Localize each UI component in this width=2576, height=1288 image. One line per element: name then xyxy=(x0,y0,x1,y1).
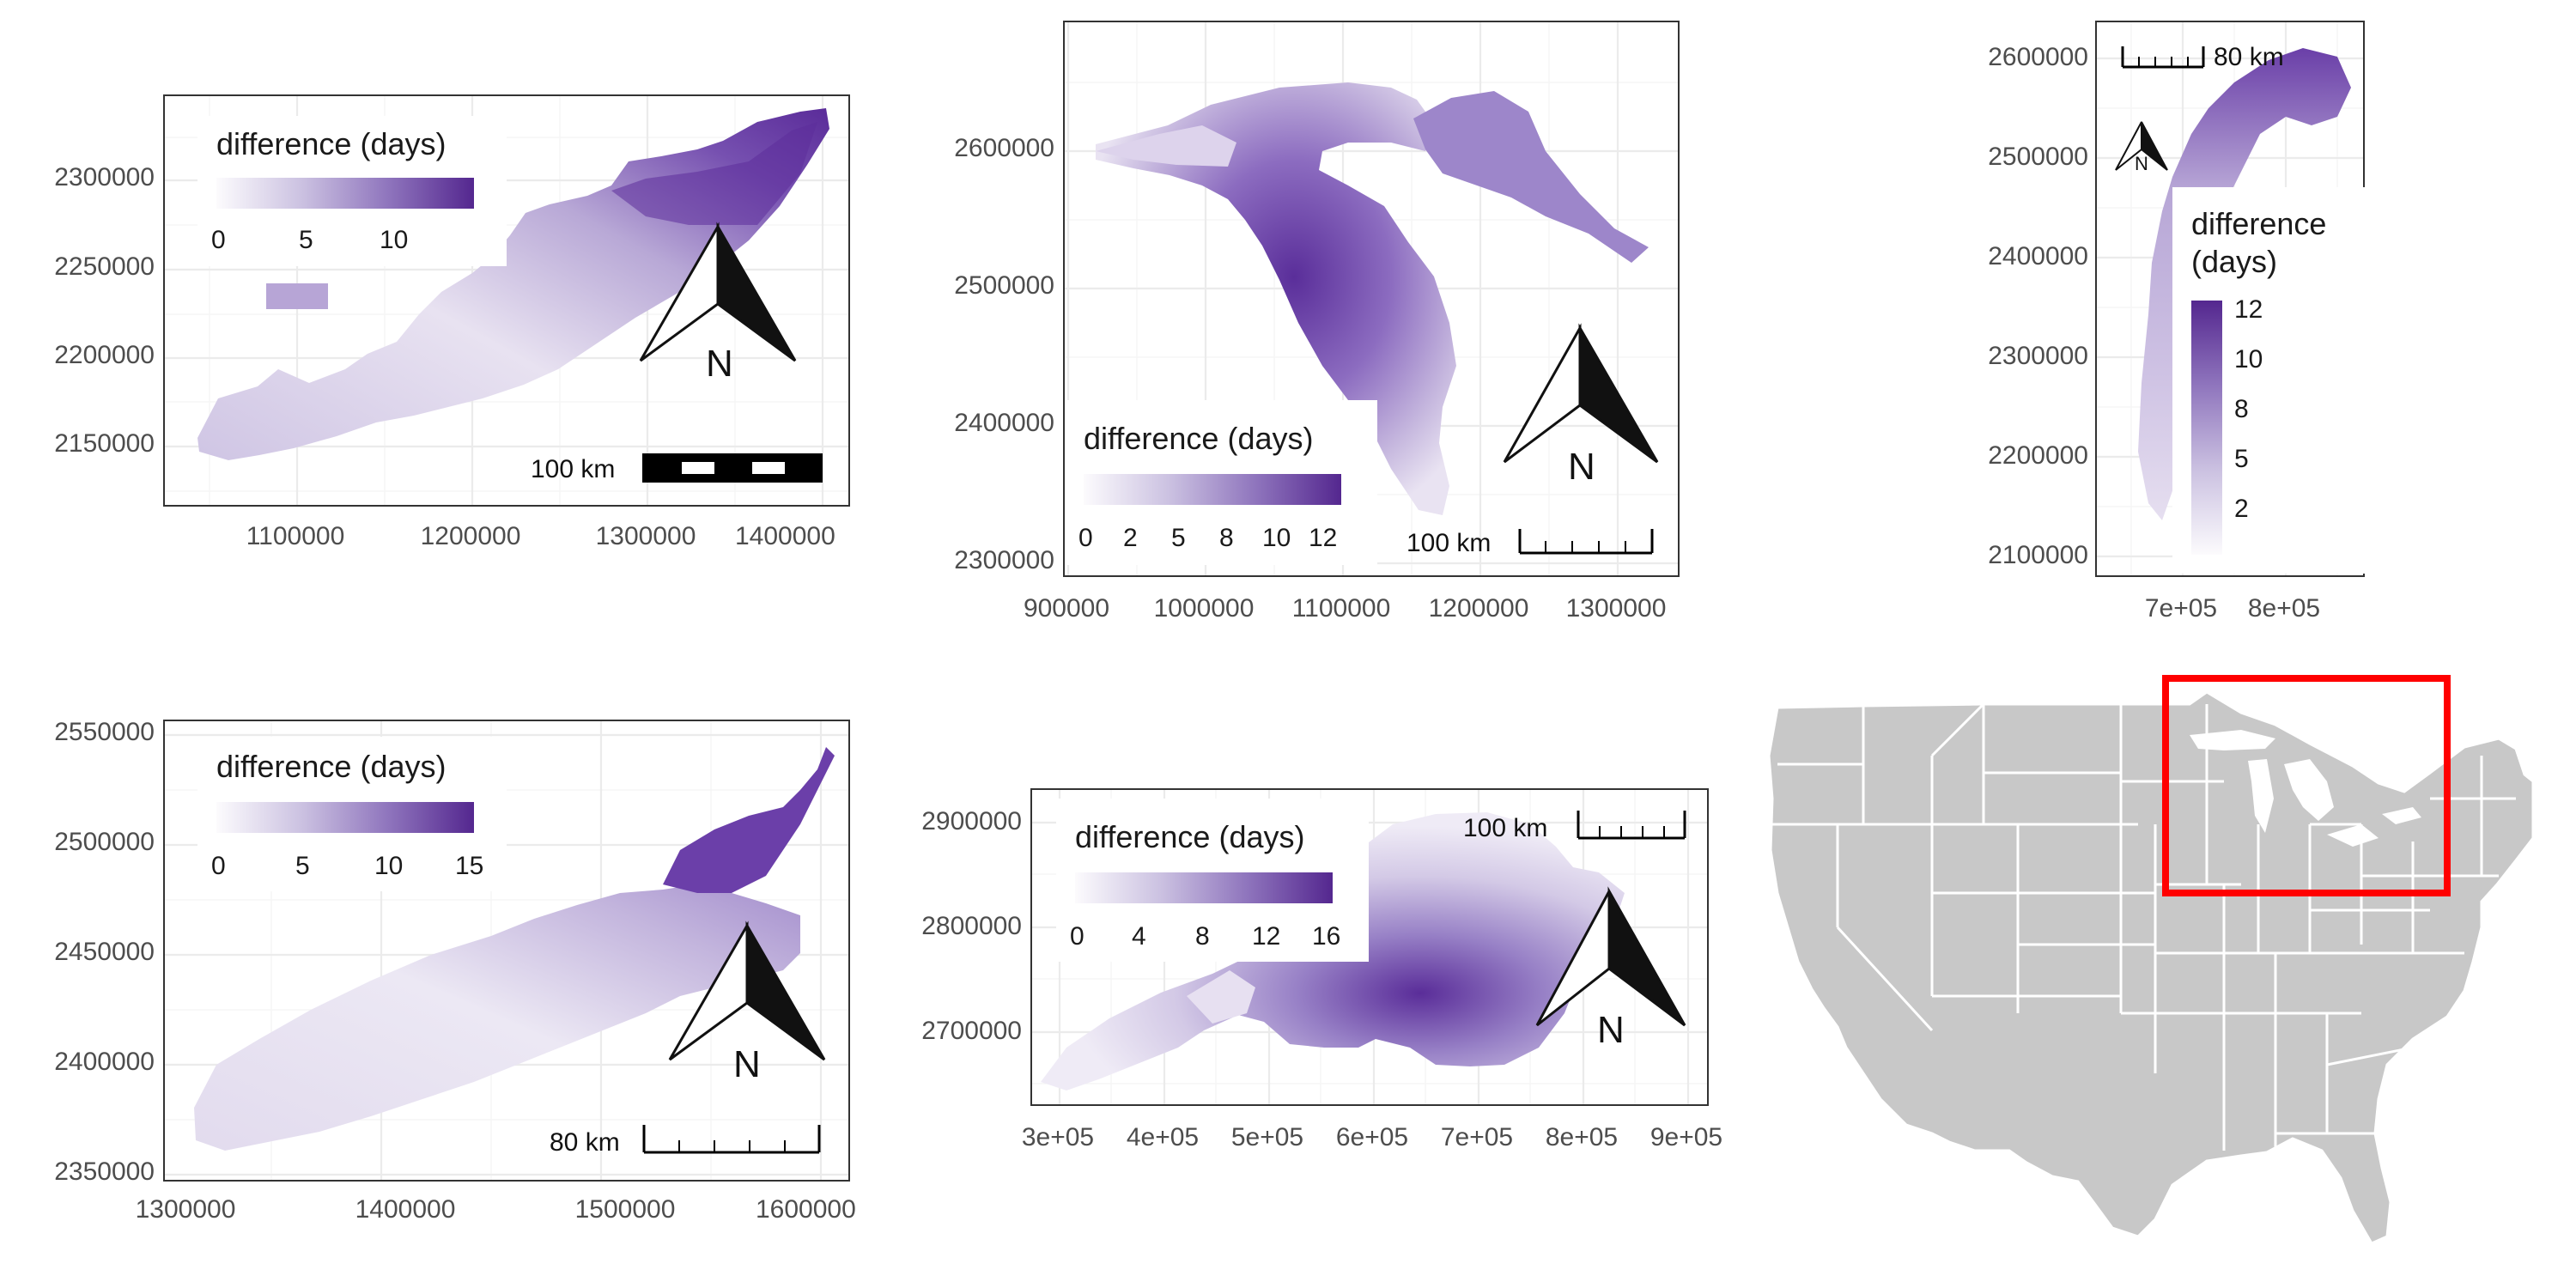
y-tick-label: 2100000 xyxy=(1942,543,2088,568)
x-tick-label: 1200000 xyxy=(385,524,556,550)
legend-tick-label: 10 xyxy=(1262,526,1291,551)
us-landmass xyxy=(1769,692,2533,1243)
legend-color-bar xyxy=(216,802,474,833)
x-tick-label: 1500000 xyxy=(539,1197,711,1223)
y-tick-label: 2800000 xyxy=(876,914,1022,939)
legend-color-bar xyxy=(1084,474,1341,505)
us-states-map xyxy=(1760,670,2567,1271)
legend-tick-label: 8 xyxy=(1195,924,1210,950)
y-tick-label: 2700000 xyxy=(876,1018,1022,1044)
y-tick-label: 2500000 xyxy=(908,273,1054,299)
y-tick-label: 2500000 xyxy=(9,829,155,855)
y-tick-label: 2250000 xyxy=(9,254,155,280)
lake-ontario-east-raster xyxy=(663,747,835,893)
north-label: N xyxy=(2135,155,2148,173)
legend-color-bar xyxy=(2191,301,2222,555)
x-tick-label: 1300000 xyxy=(1530,596,1702,622)
legend-tick-label: 4 xyxy=(1132,924,1146,950)
legend-tick-label: 8 xyxy=(1219,526,1234,551)
legend-tick-label: 15 xyxy=(455,854,483,879)
scale-bar xyxy=(641,452,826,486)
legend-tick-label: 10 xyxy=(2234,347,2263,373)
y-tick-label: 2500000 xyxy=(1942,144,2088,170)
legend-title: difference (days) xyxy=(216,749,446,784)
y-tick-label: 2450000 xyxy=(9,939,155,965)
y-tick-label: 2400000 xyxy=(9,1049,155,1075)
legend-title: difference (days) xyxy=(1075,819,1304,854)
x-tick-label: 9e+05 xyxy=(1601,1125,1772,1151)
x-tick-label: 8e+05 xyxy=(2198,596,2370,622)
y-tick-label: 2400000 xyxy=(1942,244,2088,270)
legend-tick-label: 0 xyxy=(211,854,226,879)
legend-tick-label: 10 xyxy=(374,854,403,879)
y-tick-label: 2300000 xyxy=(908,548,1054,574)
scale-bar-label: 100 km xyxy=(531,457,615,483)
scale-bar xyxy=(1518,526,1656,556)
legend-tick-label: 8 xyxy=(2234,397,2249,422)
x-tick-label: 1400000 xyxy=(319,1197,491,1223)
scale-bar-label: 80 km xyxy=(2214,45,2284,70)
legend-title: difference xyxy=(2191,206,2326,241)
legend-tick-label: 5 xyxy=(295,854,310,879)
legend-tick-label: 5 xyxy=(2234,447,2249,472)
y-tick-label: 2550000 xyxy=(9,720,155,745)
y-tick-label: 2200000 xyxy=(9,343,155,368)
y-tick-label: 2300000 xyxy=(1942,343,2088,369)
x-tick-label: 1600000 xyxy=(756,1197,910,1223)
legend-tick-label: 5 xyxy=(299,228,313,253)
legend-title: difference (days) xyxy=(216,126,446,161)
color-legend: difference (days) 0 4 8 12 16 xyxy=(1056,799,1369,962)
y-tick-label: 2600000 xyxy=(1942,45,2088,70)
scale-bar xyxy=(2121,45,2207,70)
color-legend: difference (days) 0 2 5 8 10 12 xyxy=(1065,400,1377,565)
legend-title: difference (days) xyxy=(1084,421,1313,456)
legend-tick-label: 12 xyxy=(1309,526,1337,551)
x-tick-label: 1100000 xyxy=(210,524,381,550)
legend-tick-label: 5 xyxy=(1171,526,1186,551)
legend-color-bar xyxy=(1075,872,1333,903)
x-tick-label: 1300000 xyxy=(560,524,732,550)
legend-title: (days) xyxy=(2191,244,2277,279)
legend-tick-label: 0 xyxy=(1070,924,1084,950)
y-tick-label: 2900000 xyxy=(876,809,1022,835)
legend-tick-label: 0 xyxy=(1078,526,1093,551)
north-label: N xyxy=(733,1046,761,1084)
y-tick-label: 2300000 xyxy=(9,165,155,191)
y-tick-label: 2200000 xyxy=(1942,443,2088,469)
color-legend: difference (days) 12 10 8 5 2 xyxy=(2172,187,2366,574)
y-tick-label: 2150000 xyxy=(9,431,155,457)
legend-tick-label: 12 xyxy=(1252,924,1280,950)
north-label: N xyxy=(706,345,733,383)
lake-huron-east-raster xyxy=(1413,91,1649,263)
legend-tick-label: 2 xyxy=(1123,526,1138,551)
north-label: N xyxy=(1568,448,1595,486)
color-legend: difference (days) 0 5 10 xyxy=(197,116,507,266)
legend-tick-label: 0 xyxy=(211,228,226,253)
legend-tick-label: 16 xyxy=(1312,924,1340,950)
x-tick-label: 1400000 xyxy=(735,524,890,550)
island-raster xyxy=(266,283,328,309)
scale-bar-label: 100 km xyxy=(1463,816,1547,841)
legend-color-bar xyxy=(216,178,474,209)
legend-tick-label: 2 xyxy=(2234,496,2249,522)
scale-bar-label: 80 km xyxy=(550,1130,620,1156)
x-tick-label: 1300000 xyxy=(100,1197,271,1223)
legend-tick-label: 10 xyxy=(380,228,408,253)
color-legend: difference (days) 0 5 10 15 xyxy=(197,737,507,891)
scale-bar xyxy=(1577,807,1688,841)
y-tick-label: 2350000 xyxy=(9,1159,155,1185)
scale-bar xyxy=(642,1121,823,1156)
y-tick-label: 2600000 xyxy=(908,136,1054,161)
legend-tick-label: 12 xyxy=(2234,297,2263,323)
north-label: N xyxy=(1597,1012,1625,1049)
scale-bar-label: 100 km xyxy=(1406,531,1491,556)
y-tick-label: 2400000 xyxy=(908,410,1054,436)
